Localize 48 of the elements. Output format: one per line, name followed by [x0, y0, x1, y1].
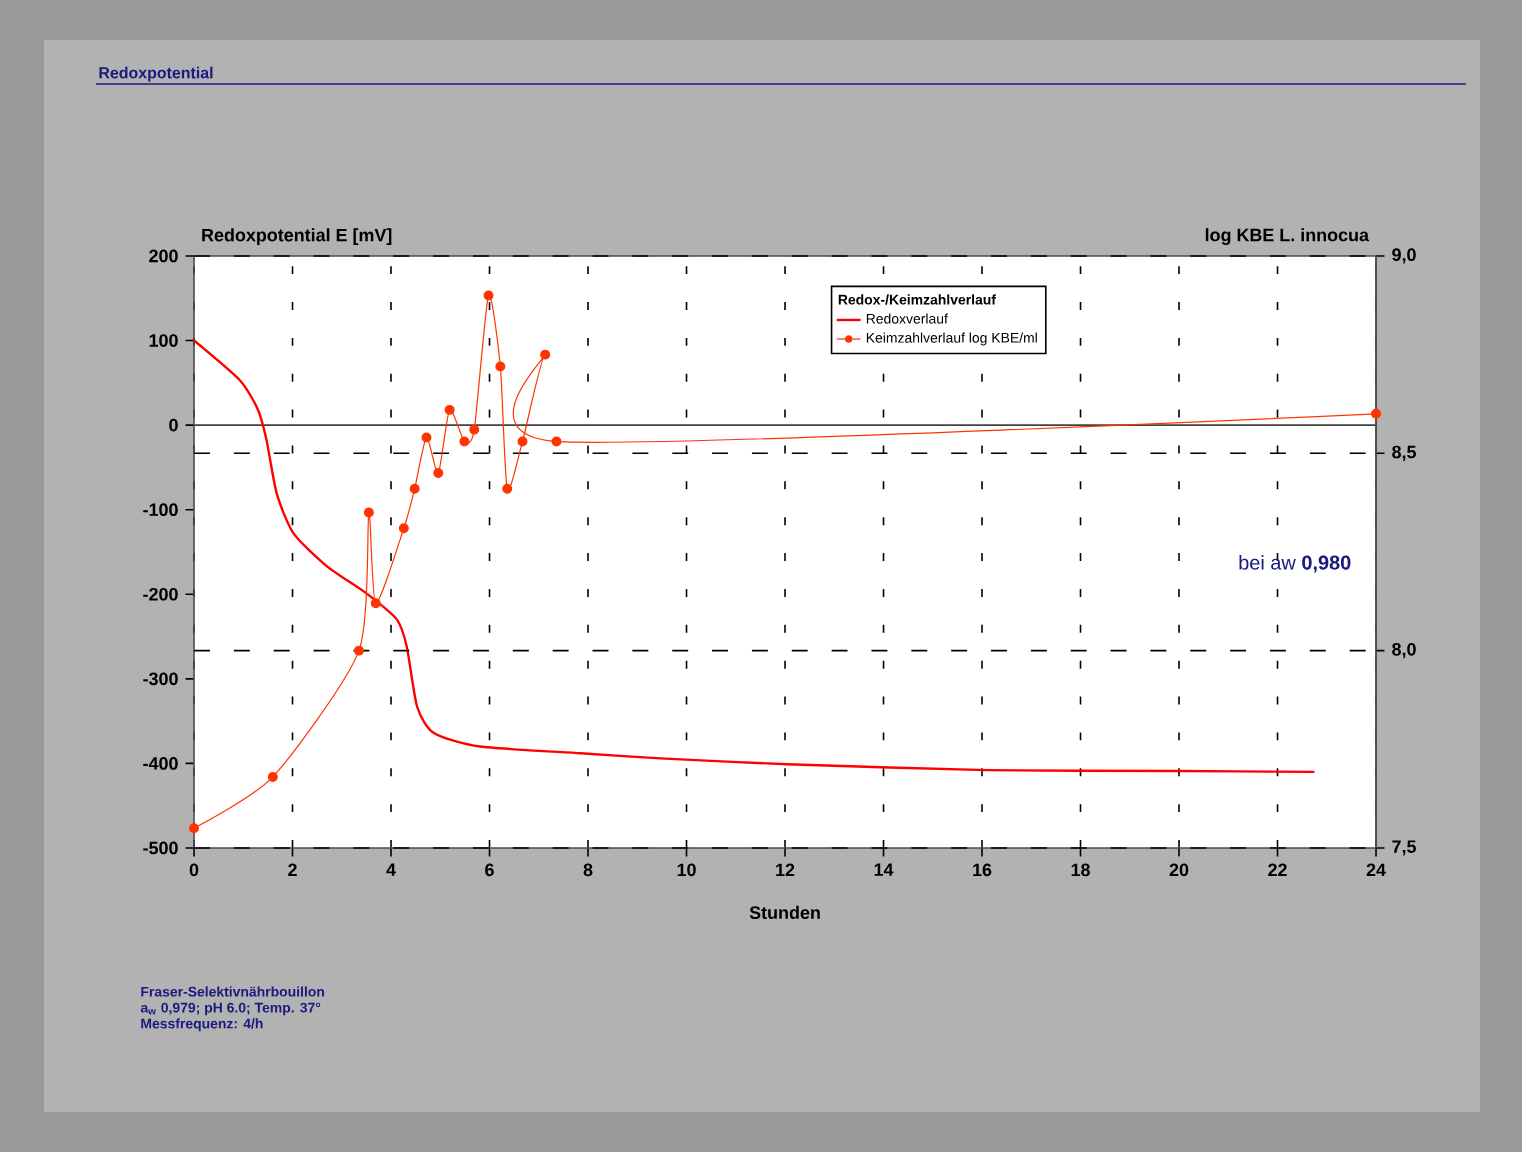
- y2-tick-label: 7,5: [1392, 840, 1416, 856]
- x-tick-label: 16: [973, 863, 992, 877]
- y2-tick-label: 8,0: [1392, 642, 1416, 659]
- point: [363, 507, 374, 518]
- y-tick-label: -300: [143, 672, 178, 686]
- y-tick-label: 200: [149, 249, 178, 263]
- x-tick-label: 14: [874, 863, 894, 876]
- x-tick-label: 12: [776, 863, 795, 877]
- annotation: bei aw 0,980: [1239, 555, 1351, 573]
- point: [444, 404, 455, 415]
- point: [189, 823, 199, 834]
- point: [1371, 408, 1381, 419]
- point: [459, 436, 470, 447]
- point: [433, 468, 444, 479]
- y-tick-label: -500: [143, 841, 178, 855]
- point: [398, 523, 409, 534]
- point: [409, 483, 420, 494]
- y2-tick-label: 9,0: [1392, 248, 1416, 264]
- point: [495, 361, 506, 372]
- y2-axis-title: log KBE L. innocua: [1205, 228, 1370, 245]
- y-tick-label: -400: [143, 757, 178, 770]
- x-tick-label: 20: [1169, 863, 1189, 877]
- y-tick-label: 100: [149, 334, 178, 347]
- x-tick-label: 8: [583, 863, 593, 877]
- y-tick-label: -100: [143, 503, 178, 517]
- point: [551, 436, 562, 447]
- y2-tick-label: 8,5: [1392, 445, 1416, 461]
- point: [540, 349, 551, 360]
- y-axis-title: Redoxpotential E [mV]: [202, 228, 392, 245]
- x-tick-label: 2: [288, 863, 297, 877]
- point: [370, 598, 381, 609]
- x-tick-label: 18: [1071, 863, 1090, 877]
- point: [354, 645, 364, 656]
- x-tick-label: 10: [677, 863, 696, 877]
- point: [421, 432, 432, 443]
- point: [469, 424, 480, 435]
- y-tick-label: -200: [143, 587, 178, 601]
- x-tick-label: 22: [1268, 863, 1287, 877]
- x-axis-title: Stunden: [749, 905, 820, 920]
- x-tick-label: 0: [189, 863, 199, 877]
- y-tick-label: 0: [169, 418, 178, 432]
- point: [267, 771, 278, 782]
- point: [483, 290, 494, 301]
- x-tick-label: 24: [1366, 863, 1386, 877]
- point: [502, 483, 513, 494]
- point: [517, 436, 528, 447]
- x-tick-label: 6: [485, 863, 494, 877]
- x-tick-label: 4: [386, 863, 396, 876]
